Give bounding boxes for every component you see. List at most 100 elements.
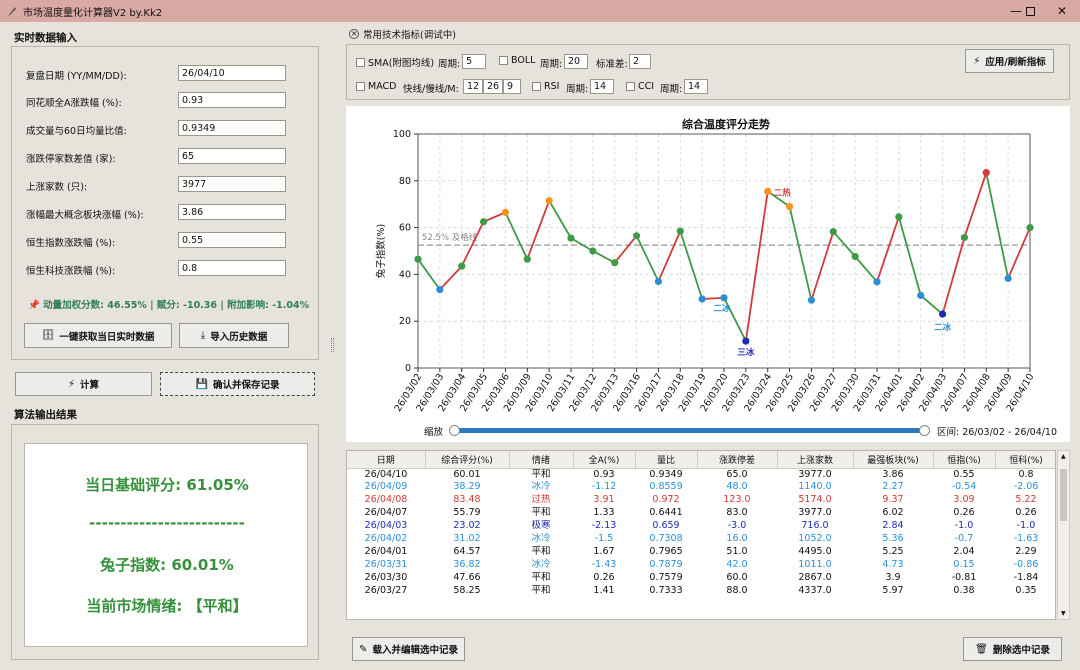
table-header-cell[interactable]: 量比 <box>635 451 698 469</box>
table-row[interactable]: 26/03/31 36.82 冰冷 -1.43 0.7879 42.0 1011.0 4.73… <box>347 558 1055 572</box>
delete-record-button[interactable]: 🗑 删除选中记录 <box>963 637 1062 661</box>
table-cell: 0.26 <box>953 507 975 519</box>
table-cell: 4.73 <box>882 558 904 570</box>
cci-period-input[interactable]: 14 <box>684 79 708 94</box>
table-vertical-scrollbar[interactable]: ▲ ▼ <box>1057 450 1070 620</box>
sma-period-input[interactable]: 5 <box>462 54 486 69</box>
data-annotation: 二冰 <box>713 303 731 314</box>
y-tick-label: 0 <box>405 363 411 374</box>
table-cell: -1.63 <box>1013 533 1039 545</box>
boll-std-input[interactable]: 2 <box>629 54 651 69</box>
macd-m-input[interactable]: 9 <box>503 79 521 94</box>
input-field[interactable] <box>178 92 286 108</box>
minimize-button[interactable]: — <box>998 0 1034 22</box>
rsi-checkbox[interactable]: RSI <box>532 81 559 92</box>
splitter-handle[interactable] <box>331 338 334 352</box>
input-field[interactable] <box>178 65 286 81</box>
table-header-cell[interactable]: 恒指(%) <box>933 451 996 469</box>
series-segment <box>483 211 506 223</box>
sma-checkbox[interactable]: SMA(附图均线) <box>356 55 434 69</box>
collapse-circle-icon[interactable]: ✕ <box>349 29 359 39</box>
chart-title: 综合温度评分走势 <box>682 117 770 131</box>
y-tick-label: 100 <box>393 129 411 140</box>
table-cell: 0.7965 <box>649 545 683 557</box>
table-cell: -0.81 <box>951 571 977 583</box>
table-header-cell[interactable]: 涨跌停差 <box>697 451 778 469</box>
table-cell: -3.0 <box>727 520 747 532</box>
table-cell: 48.0 <box>726 481 748 493</box>
import-history-button[interactable]: ⤓ 导入历史数据 <box>179 323 289 348</box>
table-cell: 0.8 <box>1018 468 1034 480</box>
table-header-cell[interactable]: 综合评分(%) <box>425 451 510 469</box>
macd-slow-input[interactable]: 26 <box>483 79 503 94</box>
table-row[interactable]: 26/04/09 38.29 冰冷 -1.12 0.8559 48.0 1140.0 2.27… <box>347 481 1055 494</box>
table-row[interactable]: 26/04/08 83.48 过热 3.91 0.972 123.0 5174.0 9.37 3… <box>347 494 1055 507</box>
table-header-cell[interactable]: 日期 <box>347 451 426 469</box>
y-tick-label: 40 <box>399 269 411 280</box>
pin-icon: 📌 <box>28 300 40 311</box>
calculate-button[interactable]: ⚡ 计算 <box>15 372 152 396</box>
zoom-end-handle[interactable] <box>919 425 930 436</box>
table-header-cell[interactable]: 情绪 <box>509 451 574 469</box>
data-point <box>1026 223 1034 232</box>
cci-checkbox[interactable]: CCI <box>626 81 654 92</box>
zoom-slider-track[interactable] <box>455 428 925 433</box>
fetch-realtime-button[interactable]: 🗄 一键获取当日实时数据 <box>24 323 172 348</box>
input-field[interactable] <box>178 204 286 220</box>
maximize-button[interactable] <box>1012 0 1048 22</box>
macd-checkbox[interactable]: MACD <box>356 81 396 92</box>
table-cell: 3.91 <box>593 494 615 506</box>
table-cell: 平和 <box>531 507 551 519</box>
table-row[interactable]: 26/04/02 31.02 冰冷 -1.5 0.7308 16.0 1052.0 5.36 -… <box>347 533 1055 546</box>
chart-y-axis-label: 兔子指数(%) <box>375 224 387 278</box>
table-header-cell[interactable]: 上涨家数 <box>777 451 854 469</box>
input-field[interactable] <box>178 260 286 276</box>
data-point <box>654 277 663 286</box>
input-field[interactable] <box>178 148 286 164</box>
table-row[interactable]: 26/04/10 60.01 平和 0.93 0.9349 65.0 3977.0 3.86 0… <box>347 468 1055 481</box>
table-header-cell[interactable]: 最强板块(%) <box>853 451 934 469</box>
table-cell: -1.0 <box>954 520 974 532</box>
macd-params-label: 快线/慢线/M: <box>403 84 459 95</box>
input-field[interactable] <box>178 232 286 248</box>
apply-indicators-button[interactable]: ⚡ 应用/刷新指标 <box>965 49 1054 73</box>
table-row[interactable]: 26/03/27 58.25 平和 1.41 0.7333 88.0 4337.0 5.97 0… <box>347 584 1055 598</box>
boll-checkbox[interactable]: BOLL <box>499 55 535 66</box>
scroll-down-icon[interactable]: ▼ <box>1061 610 1066 617</box>
table-cell: 26/03/31 <box>364 558 408 570</box>
series-segment <box>635 235 660 282</box>
table-row[interactable]: 26/04/03 23.02 极寒 -2.13 0.659 -3.0 716.0 2.84 -1… <box>347 520 1055 533</box>
input-field[interactable] <box>178 120 286 136</box>
data-point <box>1004 274 1012 283</box>
table-cell: 5174.0 <box>798 494 832 506</box>
series-segment <box>460 221 485 267</box>
table-scroll-thumb[interactable] <box>1060 469 1067 521</box>
input-label: 恒生指数涨跌幅 (%): <box>26 238 116 249</box>
input-field[interactable] <box>178 176 286 192</box>
table-header-cell[interactable]: 恒科(%) <box>995 451 1055 469</box>
data-point <box>589 247 597 255</box>
table-cell: 0.38 <box>953 584 975 596</box>
data-point <box>436 286 444 294</box>
confirm-save-button[interactable]: 💾 确认并保存记录 <box>160 372 315 396</box>
boll-period-label: 周期: <box>540 59 563 70</box>
rsi-period-input[interactable]: 14 <box>590 79 614 94</box>
momentum-text: 动量加权分数: 46.55% | 赋分: -10.36 | 附加影响: -1.0… <box>43 300 310 311</box>
load-edit-button[interactable]: ✎ 载入并编辑选中记录 <box>352 637 465 661</box>
boll-period-input[interactable]: 20 <box>564 54 588 69</box>
table-row[interactable]: 26/03/30 47.66 平和 0.26 0.7579 60.0 2867.0 3.9 -0… <box>347 571 1055 585</box>
table-header-cell[interactable]: 全A(%) <box>573 451 636 469</box>
scroll-up-icon[interactable]: ▲ <box>1061 453 1066 460</box>
input-row: 复盘日期 (YY/MM/DD): <box>26 65 296 82</box>
input-row: 涨幅最大概念板块涨幅 (%): <box>26 204 296 221</box>
macd-fast-input[interactable]: 12 <box>463 79 483 94</box>
table-row[interactable]: 26/04/01 64.57 平和 1.67 0.7965 51.0 4495.0 5.25 2… <box>347 545 1055 559</box>
close-button[interactable]: ✕ <box>1044 0 1080 22</box>
table-cell: 0.6441 <box>649 507 683 519</box>
import-history-label: 导入历史数据 <box>210 331 268 343</box>
series-segment <box>723 297 747 342</box>
table-cell: 5.22 <box>1015 494 1037 506</box>
table-row[interactable]: 26/04/07 55.79 平和 1.33 0.6441 83.0 3977.0 6.02 0… <box>347 507 1055 520</box>
zoom-start-handle[interactable] <box>449 425 460 436</box>
calculate-label: 计算 <box>80 380 100 391</box>
